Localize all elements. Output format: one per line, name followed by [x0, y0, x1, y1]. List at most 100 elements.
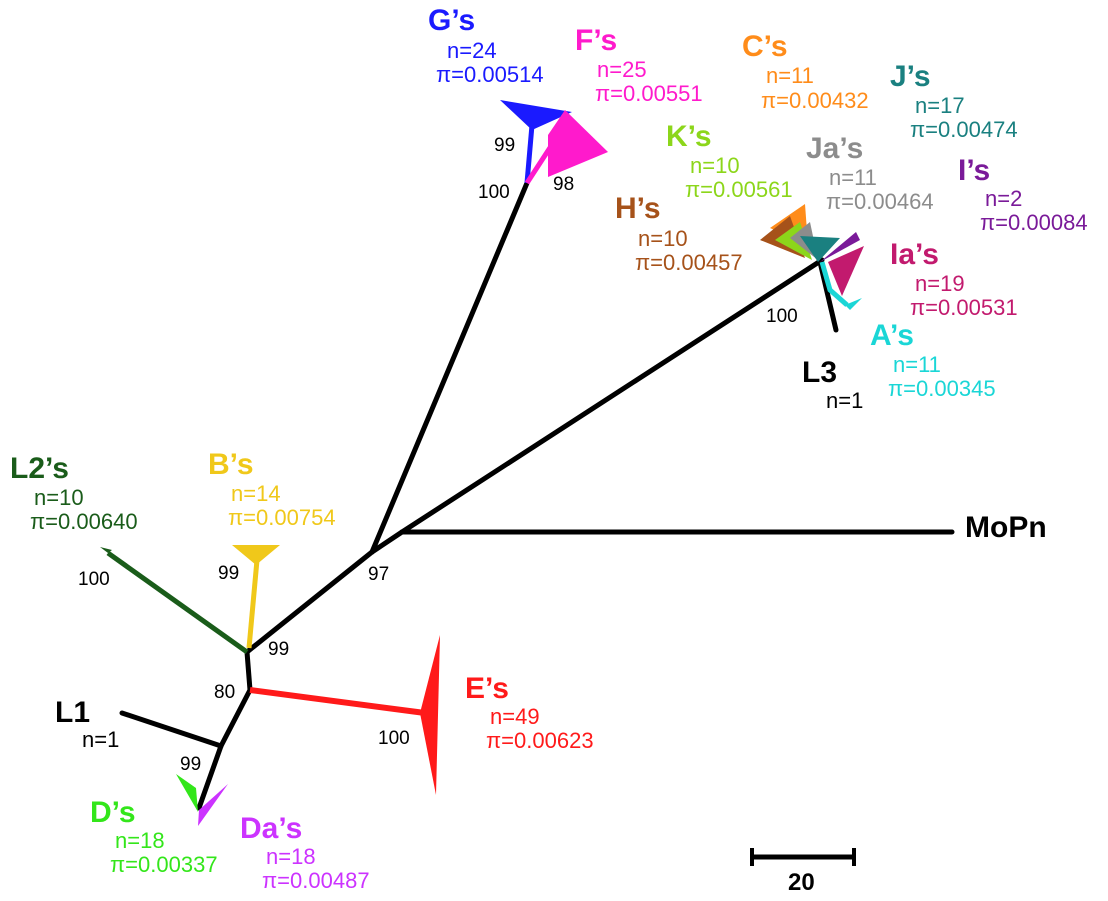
- bootstrap-e: 100: [378, 728, 410, 749]
- branch-to-d: [196, 743, 224, 811]
- clade-c-n: n=11: [766, 63, 814, 88]
- clade-triangle-d: [176, 774, 198, 812]
- backbone-branches: [119, 180, 955, 811]
- bootstrap-lower: 80: [214, 682, 235, 703]
- clade-triangle-f: [548, 110, 608, 177]
- clade-k-n: n=10: [690, 153, 740, 178]
- clade-label-da: Da’s n=18 π=0.00487: [240, 812, 370, 893]
- clade-label-e: E’s n=49 π=0.00623: [465, 672, 594, 753]
- clade-j-pi: π=0.00474: [910, 117, 1018, 142]
- clade-e-pi: π=0.00623: [486, 728, 594, 753]
- scale-bar: 20: [750, 848, 856, 896]
- bootstrap-b-branch: 99: [268, 639, 289, 660]
- clade-f-pi: π=0.00551: [595, 81, 703, 106]
- branch-to-b: [244, 549, 375, 655]
- clade-b-name: B’s: [208, 448, 254, 481]
- clade-label-c: C’s n=11 π=0.00432: [742, 30, 869, 113]
- clade-h-n: n=10: [638, 226, 688, 251]
- clade-e-n: n=49: [490, 704, 540, 729]
- clade-label-i: I’s n=2 π=0.00084: [958, 154, 1088, 235]
- clade-triangle-b: [232, 545, 280, 565]
- clade-label-g: G’s n=24 π=0.00514: [428, 4, 544, 87]
- clade-da-n: n=18: [266, 844, 316, 869]
- l3-label: L3: [802, 356, 837, 389]
- clade-d-name: D’s: [90, 796, 136, 829]
- bootstrap-g: 99: [494, 135, 515, 156]
- bootstrap-upper: 100: [766, 306, 798, 327]
- clade-j-name: J’s: [890, 60, 931, 93]
- clade-triangle-j: [800, 236, 840, 262]
- clade-l2-pi: π=0.00640: [30, 509, 138, 534]
- clade-h-name: H’s: [615, 192, 661, 225]
- clade-l2-name: L2’s: [10, 452, 69, 485]
- branch-to-lower: [244, 649, 253, 693]
- bootstrap-gf-node: 100: [478, 182, 510, 203]
- bootstrap-values: 100 99 98 100 97 100 99 99 80 100 99: [78, 135, 798, 775]
- clade-f-n: n=25: [597, 57, 647, 82]
- clade-c-name: C’s: [742, 30, 788, 63]
- clade-i-name: I’s: [958, 154, 990, 187]
- clade-l2-n: n=10: [34, 485, 84, 510]
- bootstrap-main: 97: [368, 564, 389, 585]
- branch-gf: [369, 180, 530, 555]
- clade-triangle-ia: [828, 246, 864, 296]
- clade-triangle-l2: [100, 547, 112, 553]
- clade-a-pi: π=0.00345: [888, 376, 996, 401]
- clade-triangle-i: [820, 232, 860, 262]
- clade-i-pi: π=0.00084: [980, 210, 1088, 235]
- clade-ja-name: Ja’s: [806, 132, 863, 165]
- clade-f-name: F’s: [575, 24, 617, 57]
- clade-da-pi: π=0.00487: [262, 868, 370, 893]
- branch-lower-down: [218, 687, 253, 749]
- bootstrap-d: 99: [180, 754, 201, 775]
- clade-g-name: G’s: [428, 4, 475, 37]
- l3-n: n=1: [826, 388, 863, 413]
- branch-e: [249, 687, 426, 716]
- clade-ja-n: n=11: [829, 165, 877, 190]
- clade-h-pi: π=0.00457: [635, 250, 743, 275]
- clade-j-n: n=17: [915, 93, 965, 118]
- clade-b-pi: π=0.00754: [228, 505, 336, 530]
- bootstrap-f: 98: [553, 174, 574, 195]
- clade-label-h: H’s n=10 π=0.00457: [615, 192, 743, 275]
- clade-label-b: B’s n=14 π=0.00754: [208, 448, 336, 530]
- clade-k-pi: π=0.00561: [685, 177, 793, 202]
- clade-ja-pi: π=0.00464: [826, 189, 934, 214]
- bootstrap-b: 99: [218, 563, 239, 584]
- clade-ia-name: Ia’s: [890, 238, 939, 271]
- bootstrap-l2: 100: [78, 569, 110, 590]
- clade-a-n: n=11: [893, 352, 941, 377]
- clade-triangle-g: [500, 100, 572, 130]
- clade-label-ja: Ja’s n=11 π=0.00464: [806, 132, 934, 214]
- clade-d-pi: π=0.00337: [110, 852, 218, 877]
- clade-triangle-da: [198, 784, 228, 826]
- clade-label-k: K’s n=10 π=0.00561: [666, 120, 793, 202]
- clade-e-name: E’s: [465, 672, 509, 705]
- scale-bar-label: 20: [788, 869, 815, 896]
- clade-i-n: n=2: [985, 186, 1022, 211]
- clade-label-d: D’s n=18 π=0.00337: [90, 796, 218, 877]
- clade-label-ia: Ia’s n=19 π=0.00531: [890, 238, 1018, 320]
- clade-c-pi: π=0.00432: [761, 88, 869, 113]
- clade-g-n: n=24: [447, 38, 497, 63]
- branch-central: [369, 529, 405, 555]
- clade-label-l2: L2’s n=10 π=0.00640: [10, 452, 138, 534]
- clade-label-j: J’s n=17 π=0.00474: [890, 60, 1018, 142]
- branch-l2: [106, 550, 249, 655]
- branch-b: [246, 559, 260, 649]
- clade-label-a: A’s n=11 π=0.00345: [870, 319, 996, 401]
- clade-da-name: Da’s: [240, 812, 302, 845]
- clade-label-f: F’s n=25 π=0.00551: [575, 24, 703, 106]
- clade-d-n: n=18: [115, 828, 165, 853]
- l1-label: L1: [55, 696, 90, 729]
- l1-n: n=1: [82, 727, 119, 752]
- clade-ia-n: n=19: [915, 271, 965, 296]
- clade-triangle-e: [420, 635, 440, 795]
- clade-a-name: A’s: [870, 319, 914, 352]
- branch-l1: [119, 710, 224, 749]
- clade-triangle-a: [845, 298, 862, 310]
- branch-g: [524, 124, 535, 184]
- clade-ia-pi: π=0.00531: [910, 295, 1018, 320]
- clade-g-pi: π=0.00514: [436, 62, 544, 87]
